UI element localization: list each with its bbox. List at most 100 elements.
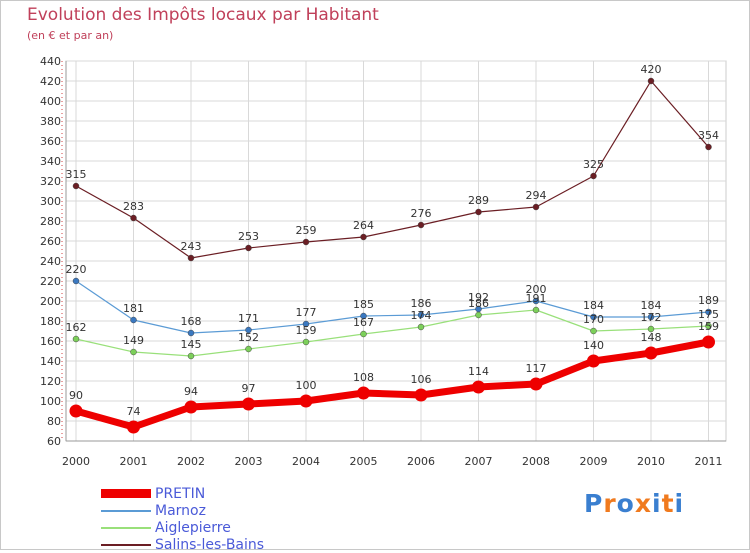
data-point-pretin — [414, 388, 428, 402]
data-point-marnoz — [417, 311, 425, 319]
data-point-aiglepierre — [187, 352, 195, 360]
y-tick-label: 260 — [40, 235, 61, 248]
logo-letter: P — [584, 489, 604, 518]
plot-area — [65, 60, 727, 442]
data-point-pretin — [184, 400, 198, 414]
legend-swatch — [101, 543, 151, 546]
data-point-pretin — [299, 394, 313, 408]
legend-label: PRETIN — [155, 485, 206, 502]
data-label-pretin: 74 — [127, 405, 141, 418]
data-point-marnoz — [187, 329, 195, 337]
data-label-salins-les-bains: 259 — [296, 224, 317, 237]
x-tick-label: 2005 — [350, 455, 378, 468]
legend-item: Salins-les-Bains — [101, 536, 264, 553]
data-label-pretin: 117 — [526, 362, 547, 375]
data-label-salins-les-bains: 264 — [353, 219, 374, 232]
series-line-aiglepierre — [75, 309, 709, 357]
data-label-pretin: 108 — [353, 371, 374, 384]
data-label-marnoz: 177 — [296, 306, 317, 319]
data-label-marnoz: 200 — [526, 283, 547, 296]
series-line-pretin — [75, 338, 710, 431]
data-label-aiglepierre: 167 — [353, 316, 374, 329]
data-point-salins-les-bains — [130, 214, 137, 222]
x-tick-label: 2000 — [62, 455, 90, 468]
y-tick-label: 120 — [40, 375, 61, 388]
data-point-marnoz — [302, 320, 310, 328]
data-point-aiglepierre — [72, 335, 80, 343]
data-label-pretin: 100 — [296, 379, 317, 392]
data-label-pretin: 97 — [242, 382, 256, 395]
data-label-aiglepierre: 172 — [641, 311, 662, 324]
data-point-pretin — [357, 386, 370, 400]
x-tick-label: 2009 — [580, 455, 608, 468]
data-point-marnoz — [245, 326, 252, 334]
data-point-pretin — [702, 335, 715, 349]
data-point-salins-les-bains — [187, 254, 195, 262]
data-point-aiglepierre — [590, 327, 597, 335]
data-label-marnoz: 192 — [468, 291, 489, 304]
data-label-aiglepierre: 170 — [583, 313, 604, 326]
logo-letter: i — [674, 489, 685, 518]
data-point-salins-les-bains — [590, 172, 597, 180]
legend-label: Marnoz — [155, 502, 206, 519]
logo-letter: o — [616, 489, 635, 518]
data-point-pretin — [242, 397, 255, 411]
data-point-salins-les-bains — [475, 208, 482, 216]
data-point-aiglepierre — [475, 311, 482, 319]
data-point-marnoz — [647, 313, 655, 321]
data-point-salins-les-bains — [532, 203, 540, 211]
data-label-salins-les-bains: 354 — [698, 129, 719, 142]
data-label-salins-les-bains: 289 — [468, 194, 489, 207]
data-point-pretin — [127, 420, 140, 434]
y-tick-label: 320 — [40, 175, 61, 188]
y-tick-label: 160 — [40, 335, 61, 348]
data-point-aiglepierre — [417, 323, 425, 331]
logo-letter: i — [652, 489, 662, 518]
data-label-salins-les-bains: 283 — [123, 200, 144, 213]
data-point-salins-les-bains — [72, 182, 80, 190]
data-point-marnoz — [590, 313, 597, 321]
data-label-pretin: 159 — [698, 320, 719, 333]
chart-legend: PRETIN Marnoz Aiglepierre Salins-les-Bains — [101, 485, 264, 553]
data-label-marnoz: 189 — [698, 294, 719, 307]
data-label-aiglepierre: 174 — [411, 309, 432, 322]
legend-swatch — [101, 526, 151, 529]
data-point-marnoz — [705, 308, 712, 316]
data-point-salins-les-bains — [360, 233, 367, 241]
data-point-aiglepierre — [302, 338, 310, 346]
data-point-pretin — [587, 354, 600, 368]
data-point-aiglepierre — [705, 322, 712, 330]
data-label-aiglepierre: 149 — [123, 334, 144, 347]
logo-letter: t — [661, 489, 675, 518]
data-label-pretin: 140 — [583, 339, 604, 352]
data-label-marnoz: 185 — [353, 298, 374, 311]
chart-subtitle: (en € et par an) — [27, 29, 114, 42]
legend-item: Marnoz — [101, 502, 264, 519]
x-tick-label: 2003 — [235, 455, 263, 468]
data-point-salins-les-bains — [705, 143, 712, 151]
logo-letter: r — [603, 489, 617, 518]
y-tick-label: 60 — [47, 435, 61, 448]
data-label-aiglepierre: 159 — [296, 324, 317, 337]
data-label-aiglepierre: 145 — [181, 338, 202, 351]
data-label-aiglepierre: 162 — [66, 321, 87, 334]
data-label-salins-les-bains: 243 — [181, 240, 202, 253]
x-tick-label: 2002 — [177, 455, 205, 468]
data-label-pretin: 114 — [468, 365, 489, 378]
y-tick-label: 440 — [40, 55, 61, 68]
x-tick-label: 2006 — [407, 455, 435, 468]
y-tick-label: 100 — [40, 395, 61, 408]
y-tick-label: 220 — [40, 275, 61, 288]
data-point-aiglepierre — [130, 348, 137, 356]
data-point-aiglepierre — [532, 306, 540, 314]
y-tick-label: 400 — [40, 95, 61, 108]
legend-item: PRETIN — [101, 485, 264, 502]
data-point-salins-les-bains — [417, 221, 425, 229]
y-tick-label: 380 — [40, 115, 61, 128]
data-label-marnoz: 184 — [583, 299, 604, 312]
data-point-marnoz — [532, 297, 540, 305]
x-tick-label: 2004 — [292, 455, 320, 468]
data-label-marnoz: 184 — [641, 299, 662, 312]
